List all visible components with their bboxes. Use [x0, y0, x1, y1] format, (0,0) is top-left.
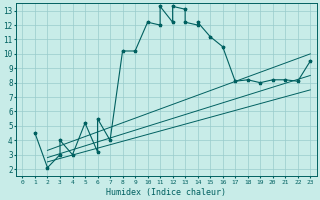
X-axis label: Humidex (Indice chaleur): Humidex (Indice chaleur)	[106, 188, 226, 197]
